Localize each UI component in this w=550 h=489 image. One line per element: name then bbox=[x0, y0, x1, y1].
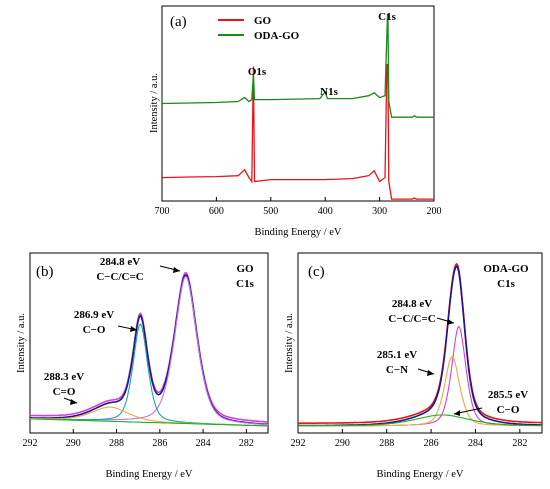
c-arrow-2-head bbox=[427, 370, 434, 376]
legend-oda-label: ODA-GO bbox=[254, 30, 300, 42]
panel-c-label: (c) bbox=[308, 264, 325, 280]
panel-a-x-tick-label: 300 bbox=[372, 206, 387, 217]
b-ann-2-l2: C−O bbox=[83, 324, 106, 336]
panel-b-x-ticks: 292 290 288 286 284 282 bbox=[23, 429, 254, 449]
panel-b-x-tick-label: 292 bbox=[23, 438, 38, 449]
panel-a-xlabel: Binding Energy / eV bbox=[254, 227, 341, 238]
c-ann-1-l1: 284.8 eV bbox=[392, 298, 432, 310]
annotation-c1s: C1s bbox=[378, 11, 396, 23]
panel-a-legend: GO ODA-GO bbox=[218, 15, 300, 42]
panel-a: (a) Intensity / a.u. Binding Energy / eV… bbox=[149, 5, 442, 238]
panel-b-x-tick-label: 286 bbox=[152, 438, 167, 449]
panel-c-frame bbox=[297, 252, 543, 434]
c-ann-3-l1: 285.5 eV bbox=[488, 389, 528, 401]
panel-a-x-tick-label: 600 bbox=[209, 206, 224, 217]
panel-b-series bbox=[29, 271, 269, 427]
panel-c-x-tick-label: 292 bbox=[291, 438, 306, 449]
panel-c-x-tick-label: 290 bbox=[335, 438, 350, 449]
panel-b-x-tick-label: 290 bbox=[66, 438, 81, 449]
panel-a-series bbox=[161, 14, 434, 200]
panel-a-ylabel: Intensity / a.u. bbox=[149, 73, 160, 133]
panel-b-x-tick-label: 282 bbox=[239, 438, 254, 449]
c-ann-2-l2: C−N bbox=[386, 364, 408, 376]
panel-c-x-ticks: 292 290 288 286 284 282 bbox=[291, 429, 527, 449]
panel-c-sample-name: ODA-GO bbox=[483, 263, 529, 275]
panel-c-sample-line: C1s bbox=[497, 278, 515, 290]
b-arrow-2-head bbox=[130, 326, 137, 332]
b-ann-3-l1: 288.3 eV bbox=[44, 371, 84, 383]
panel-c-series-285-5-ev-c-o bbox=[298, 414, 542, 427]
panel-b: (b) Intensity / a.u. Binding Energy / eV… bbox=[16, 252, 269, 480]
panel-c-x-tick-label: 288 bbox=[379, 438, 394, 449]
panel-b-label: (b) bbox=[36, 264, 54, 280]
panel-c-x-tick-label: 282 bbox=[512, 438, 527, 449]
panel-c-x-tick-label: 284 bbox=[468, 438, 483, 449]
panel-b-x-tick-label: 284 bbox=[196, 438, 211, 449]
b-arrow-1-head bbox=[173, 267, 180, 273]
panel-c-ylabel: Intensity / a.u. bbox=[284, 313, 295, 373]
c-ann-2-l1: 285.1 eV bbox=[377, 349, 417, 361]
legend-go-label: GO bbox=[254, 15, 272, 27]
b-ann-1-l2: C−C/C=C bbox=[96, 271, 143, 283]
panel-a-x-ticks: 700 600 500 400 300 200 bbox=[155, 197, 442, 217]
panel-b-x-tick-label: 288 bbox=[109, 438, 124, 449]
panel-b-series-envelope bbox=[30, 271, 269, 423]
b-ann-2-l1: 286.9 eV bbox=[74, 309, 114, 321]
b-ann-3-l2: C=O bbox=[53, 386, 76, 398]
panel-c-series-fit bbox=[298, 265, 542, 427]
panel-b-series-baseline bbox=[30, 418, 268, 427]
panel-c-x-tick-label: 286 bbox=[424, 438, 439, 449]
c-arrow-1-head bbox=[447, 319, 454, 325]
panel-b-series-284-8-ev-c-c-c-c bbox=[30, 275, 268, 426]
panel-b-frame bbox=[29, 252, 269, 434]
c-arrow-3-head bbox=[454, 410, 460, 416]
panel-a-x-tick-label: 200 bbox=[427, 206, 442, 217]
annotation-n1s: N1s bbox=[320, 86, 338, 98]
panel-b-series-fit bbox=[30, 273, 269, 426]
panel-c: (c) Intensity / a.u. Binding Energy / eV… bbox=[284, 252, 543, 480]
panel-c-series bbox=[298, 262, 543, 427]
annotation-o1s: O1s bbox=[248, 66, 267, 78]
b-arrow-3-head bbox=[70, 399, 77, 405]
panel-b-sample-name: GO bbox=[236, 263, 254, 275]
panel-c-series-envelope bbox=[298, 262, 542, 425]
c-ann-1-l2: C−C/C=C bbox=[388, 313, 435, 325]
panel-a-label: (a) bbox=[170, 14, 187, 30]
series-oda-go-line bbox=[161, 14, 434, 118]
panel-a-x-tick-label: 400 bbox=[318, 206, 333, 217]
b-ann-1-l1: 284.8 eV bbox=[100, 256, 140, 268]
c-ann-3-l2: C−O bbox=[497, 404, 520, 416]
panel-a-x-tick-label: 700 bbox=[155, 206, 170, 217]
panel-b-xlabel: Binding Energy / eV bbox=[105, 469, 192, 480]
panel-a-x-tick-label: 500 bbox=[263, 206, 278, 217]
series-go-line bbox=[161, 63, 434, 200]
panel-b-sample-line: C1s bbox=[236, 278, 254, 290]
panel-c-xlabel: Binding Energy / eV bbox=[376, 469, 463, 480]
panel-b-ylabel: Intensity / a.u. bbox=[16, 313, 27, 373]
